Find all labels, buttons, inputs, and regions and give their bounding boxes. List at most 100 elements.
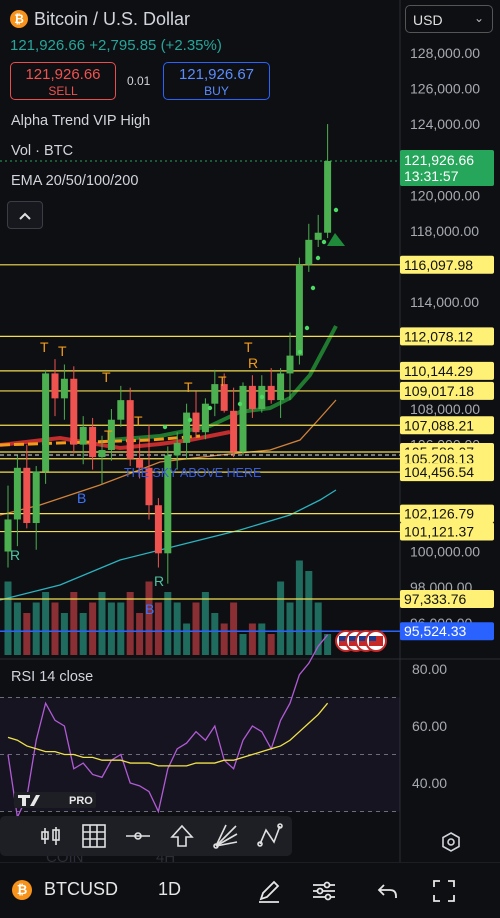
collapse-indicators-button[interactable] <box>7 201 43 229</box>
volume-bar <box>79 613 87 655</box>
level-label-box[interactable] <box>400 416 494 435</box>
volume-bar <box>98 592 106 655</box>
blue-level-label-box[interactable] <box>400 622 494 641</box>
reset-chart-icon[interactable] <box>440 831 462 853</box>
candle[interactable] <box>51 359 59 417</box>
candle[interactable] <box>136 437 144 479</box>
candle[interactable] <box>183 403 191 459</box>
sell-button[interactable]: 121,926.66 SELL <box>10 62 116 100</box>
price-axis-tick: 128,000.00 <box>410 45 480 61</box>
candle-countdown-text: 13:31:57 <box>404 168 459 184</box>
candle-body <box>13 467 21 520</box>
level-label-box[interactable] <box>400 327 494 346</box>
level-label-box[interactable] <box>400 522 494 541</box>
level-label-box[interactable] <box>400 589 494 608</box>
last-price-tag[interactable] <box>400 150 494 186</box>
economic-event-flag-icon[interactable] <box>365 630 387 652</box>
price-axis-tick: 114,000.00 <box>410 294 479 310</box>
top-marker-label: T <box>218 373 227 389</box>
candle[interactable] <box>286 332 294 401</box>
level-label-text: 110,144.29 <box>404 363 473 379</box>
currency-select[interactable]: USD ⌄ <box>405 5 493 33</box>
volume-bar <box>267 634 275 655</box>
alpha-trend-line <box>109 325 338 442</box>
path-icon[interactable] <box>256 822 284 850</box>
volume-bar <box>154 602 162 655</box>
candle[interactable] <box>230 387 238 458</box>
volume-bar <box>136 613 144 655</box>
candle[interactable] <box>305 223 313 272</box>
candle[interactable] <box>314 214 322 247</box>
fullscreen-icon[interactable] <box>430 877 458 905</box>
arrow-up-icon[interactable] <box>168 822 196 850</box>
candle[interactable] <box>126 387 134 467</box>
candle[interactable] <box>4 485 12 568</box>
candle[interactable] <box>60 364 68 420</box>
candle[interactable] <box>239 382 247 456</box>
candle[interactable] <box>70 366 78 454</box>
candle-body <box>79 426 87 445</box>
long-position-icon[interactable] <box>38 822 66 850</box>
volume-bar <box>277 581 285 655</box>
volume-bar <box>126 592 134 655</box>
header-change: +2,795.85 (+2.35%) <box>89 37 222 54</box>
candle[interactable] <box>277 368 285 418</box>
indicator-rsi[interactable]: RSI 14 close <box>11 669 94 685</box>
candle[interactable] <box>107 409 115 461</box>
fib-fan-icon[interactable] <box>212 822 240 850</box>
buy-button[interactable]: 121,926.67 BUY <box>163 62 270 100</box>
candle[interactable] <box>164 446 172 584</box>
indicator-alpha-trend[interactable]: Alpha Trend VIP High <box>11 113 151 129</box>
candle[interactable] <box>220 373 228 413</box>
horizontal-line-icon[interactable] <box>124 822 152 850</box>
last-price-change: 121,926.66 +2,795.85 (+2.35%) <box>10 37 222 54</box>
candle[interactable] <box>79 416 87 465</box>
level-label-box[interactable] <box>400 361 494 380</box>
candle[interactable] <box>32 466 40 550</box>
indicator-volume[interactable]: Vol · BTC <box>11 143 74 159</box>
symbol-button[interactable]: BTCUSD <box>44 879 119 899</box>
candle[interactable] <box>295 257 303 365</box>
level-label-box[interactable] <box>400 463 494 482</box>
rsi-axis-tick: 40.00 <box>412 775 447 791</box>
candle-body <box>136 458 144 468</box>
volume-bar <box>107 602 115 655</box>
candle[interactable] <box>201 398 209 440</box>
candle-body <box>201 403 209 433</box>
level-label-box[interactable] <box>400 504 494 523</box>
timeframe-button[interactable]: 1D <box>158 879 182 899</box>
candle[interactable] <box>42 369 50 484</box>
reversal-marker-label: R <box>10 547 20 563</box>
symbol-title[interactable]: Bitcoin / U.S. Dollar <box>34 9 191 29</box>
sell-label: SELL <box>48 84 78 98</box>
trend-dot <box>304 325 310 331</box>
level-label-box[interactable] <box>400 381 494 400</box>
candle[interactable] <box>267 368 275 404</box>
indicator-settings-icon[interactable] <box>310 877 338 905</box>
candle[interactable] <box>98 435 106 484</box>
volume-bar <box>4 581 12 655</box>
volume-bar <box>60 613 68 655</box>
candle[interactable] <box>211 369 219 417</box>
price-axis-tick: 118,000.00 <box>410 223 479 239</box>
volume-bar <box>173 602 181 655</box>
candle[interactable] <box>192 391 200 438</box>
pencil-icon[interactable] <box>255 877 283 905</box>
candle[interactable] <box>13 455 21 547</box>
volume-bar <box>314 602 322 655</box>
candle[interactable] <box>173 432 181 470</box>
candle[interactable] <box>145 425 153 520</box>
candle[interactable] <box>324 124 332 239</box>
level-label-box[interactable] <box>400 255 494 274</box>
price-axis-tick: 108,000.00 <box>410 401 480 417</box>
undo-icon[interactable] <box>374 877 402 905</box>
indicator-ema[interactable]: EMA 20/50/100/200 <box>11 173 139 189</box>
candle[interactable] <box>248 375 256 418</box>
candle[interactable] <box>154 498 162 568</box>
candle[interactable] <box>23 444 31 529</box>
candle[interactable] <box>117 385 125 427</box>
candle[interactable] <box>89 417 97 470</box>
grid-icon[interactable] <box>80 822 108 850</box>
trend-dot <box>321 239 327 245</box>
